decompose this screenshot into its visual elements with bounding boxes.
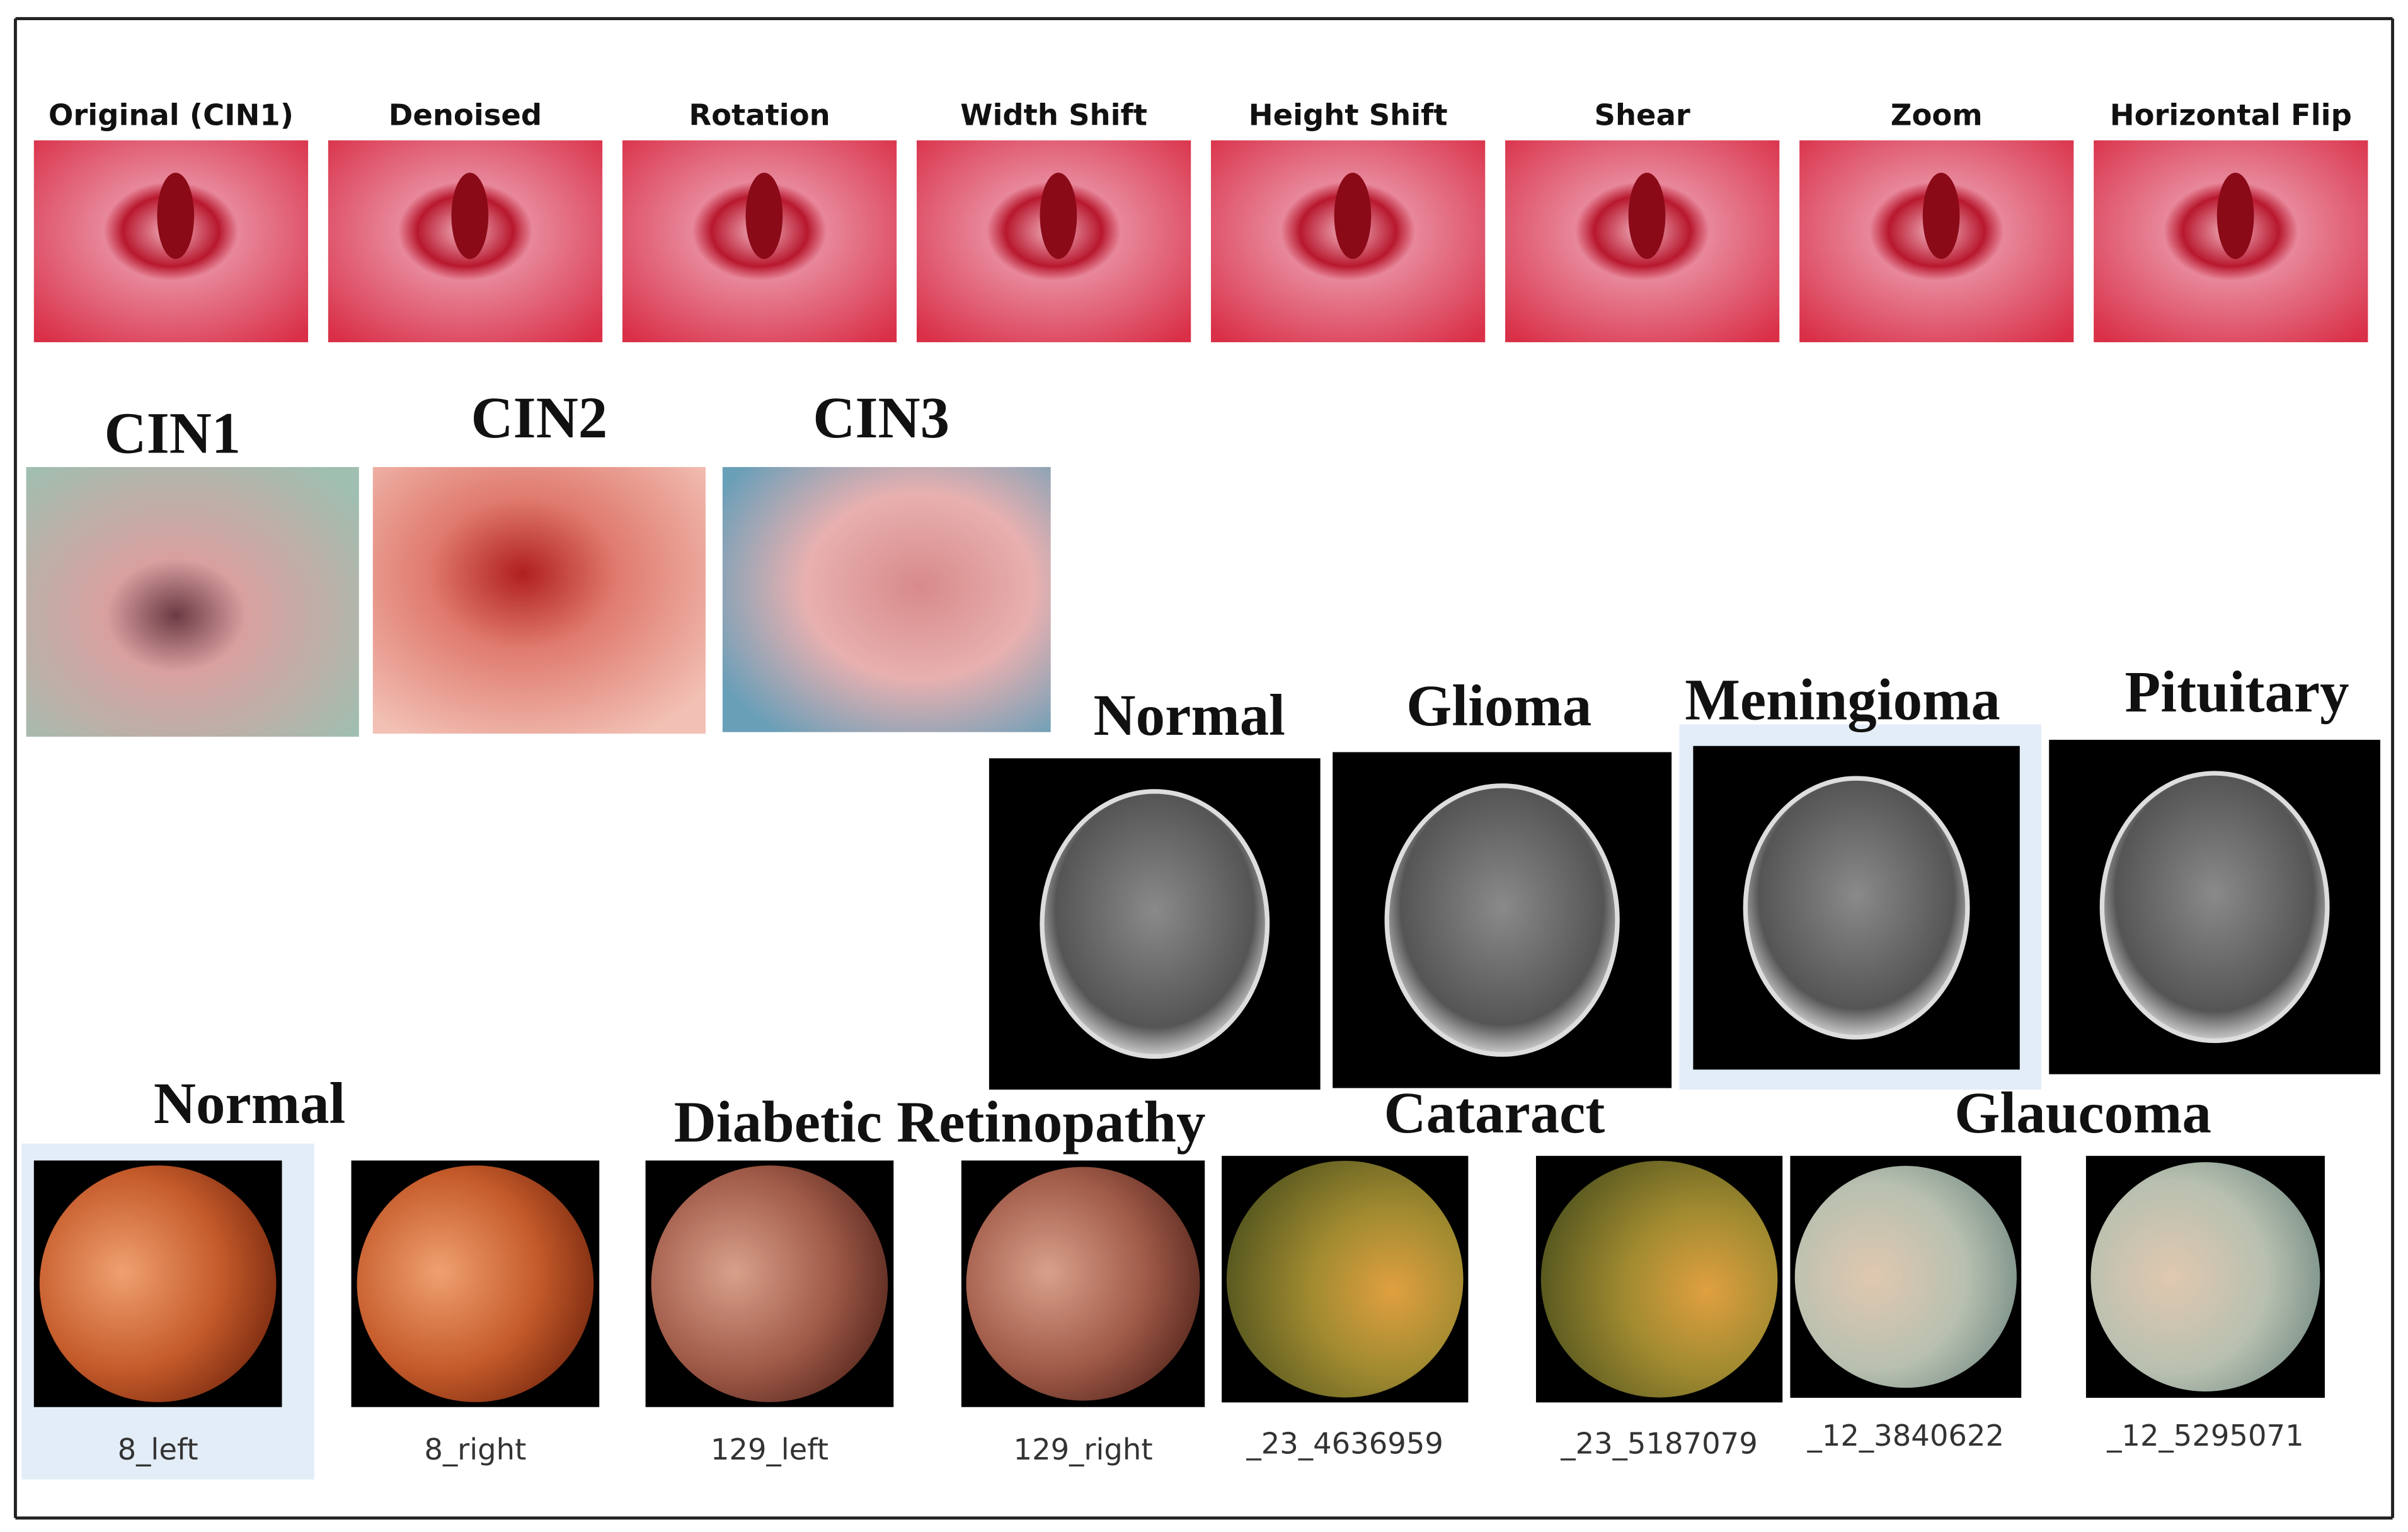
file-name: _12_3840622	[1807, 1419, 2004, 1453]
file-name: 129_right	[1014, 1432, 1153, 1466]
augmentation-label: Zoom	[1891, 98, 1983, 132]
cervix-label: CIN2	[471, 386, 607, 451]
file-name: _23_5187079	[1560, 1426, 1757, 1460]
file-name: _12_5295071	[2106, 1419, 2303, 1453]
retina	[1794, 1166, 2017, 1388]
retina	[966, 1166, 1200, 1401]
retina	[2090, 1162, 2320, 1392]
cervix-label: CIN3	[813, 386, 949, 451]
cervix-image	[26, 467, 359, 737]
os	[157, 173, 195, 259]
file-name: 129_left	[711, 1432, 828, 1466]
brain	[1040, 789, 1270, 1059]
retina	[1540, 1160, 1778, 1398]
brain-label: Meningioma	[1685, 667, 2000, 732]
retina	[1226, 1160, 1464, 1398]
os	[1040, 173, 1077, 259]
brain	[1384, 783, 1620, 1057]
retina	[39, 1165, 277, 1402]
augmentation-label: Height Shift	[1249, 98, 1448, 132]
augmentation-label: Original (CIN1)	[49, 98, 294, 132]
brain-label: Glioma	[1406, 674, 1591, 739]
augmentation-label: Shear	[1595, 98, 1690, 132]
frame	[14, 17, 2394, 1520]
fundus-group-label: Glaucoma	[1954, 1081, 2211, 1146]
augmentation-label: Rotation	[689, 98, 830, 132]
augmentation-label: Denoised	[389, 98, 542, 132]
os	[745, 173, 783, 259]
brain-label: Pituitary	[2125, 660, 2349, 725]
fundus-group-label: Diabetic Retinopathy	[674, 1090, 1206, 1155]
os	[451, 173, 489, 259]
brain	[1743, 776, 1970, 1040]
os	[1334, 173, 1372, 259]
fundus-group-label: Cataract	[1384, 1081, 1605, 1146]
os	[2216, 173, 2254, 259]
cervix-label: CIN1	[104, 401, 241, 466]
os	[1628, 173, 1666, 259]
cervix-image	[372, 467, 706, 734]
augmentation-label: Width Shift	[960, 98, 1147, 132]
cervix-image	[722, 467, 1051, 732]
retina	[651, 1165, 888, 1402]
augmentation-label: Horizontal Flip	[2110, 98, 2352, 132]
file-name: 8_left	[118, 1432, 198, 1466]
fundus-group-label: Normal	[154, 1071, 345, 1136]
os	[1922, 173, 1960, 259]
brain	[2099, 771, 2330, 1044]
file-name: 8_right	[424, 1432, 526, 1466]
brain-label: Normal	[1094, 683, 1285, 748]
file-name: _23_4636959	[1246, 1426, 1443, 1460]
retina	[357, 1165, 594, 1402]
